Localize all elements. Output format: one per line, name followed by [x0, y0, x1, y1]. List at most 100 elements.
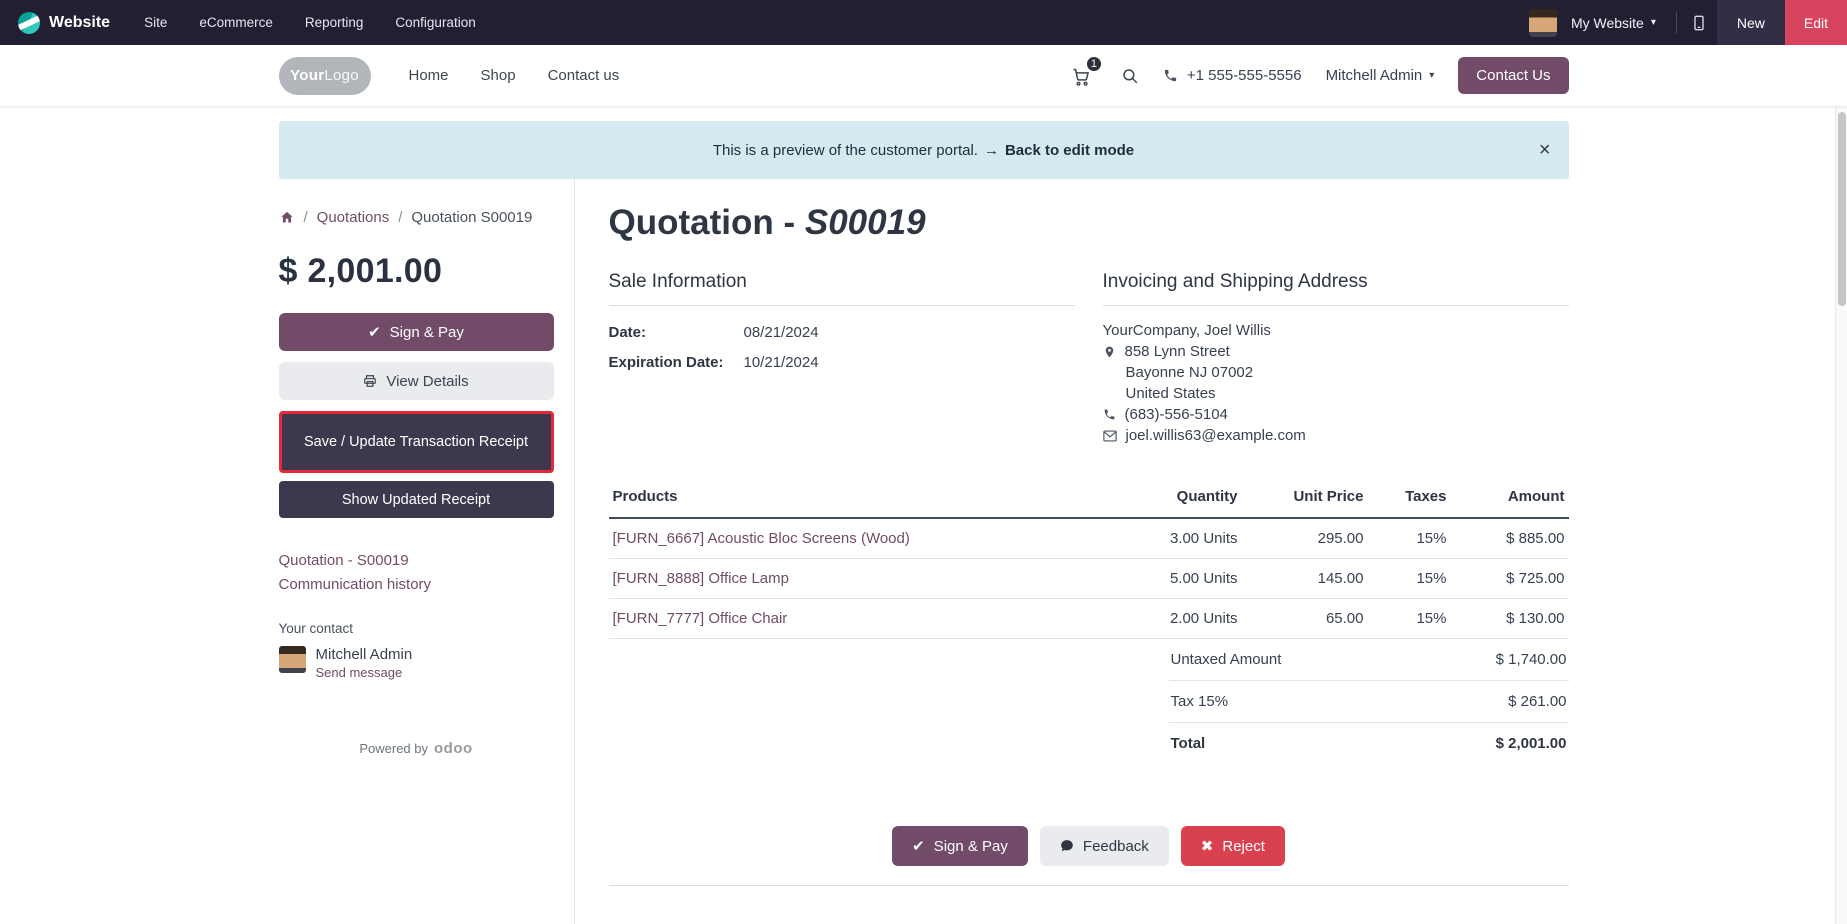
view-details-button[interactable]: View Details [278, 362, 554, 400]
close-icon[interactable]: × [1538, 139, 1551, 161]
odoo-logo[interactable]: odoo [434, 740, 473, 757]
powered-by: Powered by odoo [279, 740, 554, 757]
untaxed-amount-value: $ 1,740.00 [1495, 651, 1567, 668]
contact-us-button[interactable]: Contact Us [1458, 57, 1569, 94]
menu-site[interactable]: Site [144, 15, 168, 30]
communication-history-link[interactable]: Communication history [278, 576, 432, 593]
menu-reporting[interactable]: Reporting [304, 15, 364, 30]
taxes-cell: 15% [1367, 558, 1451, 599]
address-street: 858 Lynn Street [1124, 343, 1230, 360]
sign-pay-button[interactable]: ✔ Sign & Pay [892, 826, 1028, 866]
address-section: Invoicing and Shipping Address YourCompa… [1102, 271, 1569, 448]
admin-topbar-right: My Website ▾ New Edit [1528, 0, 1847, 45]
table-row: [FURN_8888] Office Lamp 5.00 Units 145.0… [608, 558, 1569, 599]
menu-configuration[interactable]: Configuration [395, 15, 476, 30]
contact-card: Mitchell Admin Send message [278, 646, 554, 682]
product-link[interactable]: [FURN_7777] Office Chair [612, 610, 788, 627]
sale-information-heading: Sale Information [608, 271, 1075, 306]
contact-avatar [278, 646, 306, 673]
save-update-receipt-button[interactable]: Save / Update Transaction Receipt [278, 411, 554, 473]
site-logo-text-2: Logo [324, 67, 359, 84]
navbar-phone-number: +1 555-555-5556 [1186, 67, 1302, 84]
unit-price-cell: 145.00 [1241, 558, 1368, 599]
breadcrumb-current: Quotation S00019 [411, 209, 533, 226]
x-mark-icon: ✖ [1200, 838, 1214, 855]
sign-pay-button[interactable]: ✔ Sign & Pay [278, 313, 554, 351]
address-street-line: 858 Lynn Street [1103, 343, 1569, 360]
col-products: Products [608, 478, 1072, 519]
col-quantity: Quantity [1071, 478, 1242, 519]
show-updated-receipt-button[interactable]: Show Updated Receipt [278, 481, 554, 518]
quotation-total-amount: $ 2,001.00 [278, 252, 443, 290]
navbar-phone-link[interactable]: +1 555-555-5556 [1163, 67, 1302, 84]
table-row: [FURN_6667] Acoustic Bloc Screens (Wood)… [608, 518, 1569, 559]
table-row: [FURN_7777] Office Chair 2.00 Units 65.0… [608, 598, 1569, 639]
chevron-down-icon: ▾ [1429, 69, 1435, 81]
website-selector-label: My Website [1570, 14, 1644, 31]
tax-label: Tax 15% [1170, 693, 1229, 710]
nav-contact-us[interactable]: Contact us [547, 67, 620, 84]
reject-button[interactable]: ✖ Reject [1180, 826, 1285, 866]
cart-button[interactable]: 1 [1069, 54, 1103, 89]
edit-button[interactable]: Edit [1784, 0, 1847, 45]
your-contact-label: Your contact [278, 621, 354, 636]
quotation-sidebar: / Quotations / Quotation S00019 $ 2,001.… [278, 179, 575, 924]
back-to-edit-label: Back to edit mode [1004, 141, 1135, 159]
address-country: United States [1125, 385, 1216, 402]
address-phone: (683)-556-5104 [1124, 406, 1228, 423]
feedback-label: Feedback [1082, 837, 1149, 855]
tax-row: Tax 15% $ 261.00 [1168, 681, 1569, 723]
reject-label: Reject [1222, 837, 1265, 855]
site-logo[interactable]: Your Logo [278, 56, 371, 95]
phone-icon [1104, 409, 1114, 420]
breadcrumb-separator: / [303, 209, 308, 226]
untaxed-amount-row: Untaxed Amount $ 1,740.00 [1168, 639, 1569, 681]
page-title: Quotation - S00019 [609, 203, 1569, 243]
scrollbar-track[interactable] [1835, 45, 1847, 924]
untaxed-amount-label: Untaxed Amount [1170, 651, 1282, 668]
user-menu-dropdown[interactable]: Mitchell Admin ▾ [1326, 67, 1435, 84]
powered-by-label: Powered by [359, 741, 428, 756]
sidebar-links: Quotation - S00019 Communication history [279, 552, 554, 593]
address-email[interactable]: joel.willis63@example.com [1125, 427, 1306, 444]
breadcrumb-quotations[interactable]: Quotations [316, 209, 390, 226]
quantity-cell: 5.00 Units [1071, 558, 1242, 599]
quotation-link[interactable]: Quotation - S00019 [278, 552, 409, 569]
address-heading: Invoicing and Shipping Address [1102, 271, 1569, 306]
expiration-date-row: Expiration Date: 10/21/2024 [609, 354, 1075, 371]
content-divider [608, 885, 1569, 886]
website-app-brand[interactable]: Website [18, 11, 110, 34]
taxes-cell: 15% [1367, 518, 1451, 559]
menu-ecommerce[interactable]: eCommerce [199, 15, 273, 30]
back-to-edit-link[interactable]: → Back to edit mode [984, 142, 1134, 159]
map-pin-icon [1105, 346, 1113, 357]
portal-content: / Quotations / Quotation S00019 $ 2,001.… [278, 179, 1569, 924]
check-icon: ✔ [912, 838, 925, 855]
scrollbar-thumb[interactable] [1838, 112, 1846, 306]
website-selector-dropdown[interactable]: My Website ▾ [1571, 15, 1656, 31]
home-icon[interactable] [279, 210, 295, 225]
search-icon[interactable] [1121, 67, 1139, 85]
sale-information-section: Sale Information Date: 08/21/2024 Expira… [608, 271, 1075, 448]
date-row: Date: 08/21/2024 [609, 324, 1075, 341]
total-value: $ 2,001.00 [1495, 735, 1567, 752]
nav-home[interactable]: Home [408, 67, 449, 84]
feedback-button[interactable]: Feedback [1039, 826, 1169, 866]
send-message-link[interactable]: Send message [315, 665, 403, 680]
breadcrumb: / Quotations / Quotation S00019 [279, 209, 554, 226]
product-link[interactable]: [FURN_6667] Acoustic Bloc Screens (Wood) [612, 530, 910, 547]
topbar-divider [1675, 11, 1677, 34]
cart-badge: 1 [1084, 54, 1103, 73]
mobile-preview-icon[interactable] [1691, 15, 1707, 31]
product-link[interactable]: [FURN_8888] Office Lamp [612, 570, 789, 587]
site-nav-right: 1 +1 555-555-5556 Mitchell Admin ▾ Conta… [1069, 54, 1569, 94]
admin-avatar[interactable] [1528, 8, 1557, 37]
total-row: Total $ 2,001.00 [1169, 723, 1569, 764]
taxes-cell: 15% [1367, 598, 1451, 639]
breadcrumb-separator: / [398, 209, 403, 226]
address-email-line: joel.willis63@example.com [1102, 427, 1569, 444]
nav-shop[interactable]: Shop [480, 67, 516, 84]
new-button[interactable]: New [1716, 0, 1785, 45]
portal-preview-banner: This is a preview of the customer portal… [278, 121, 1569, 179]
amount-cell: $ 885.00 [1450, 518, 1569, 559]
